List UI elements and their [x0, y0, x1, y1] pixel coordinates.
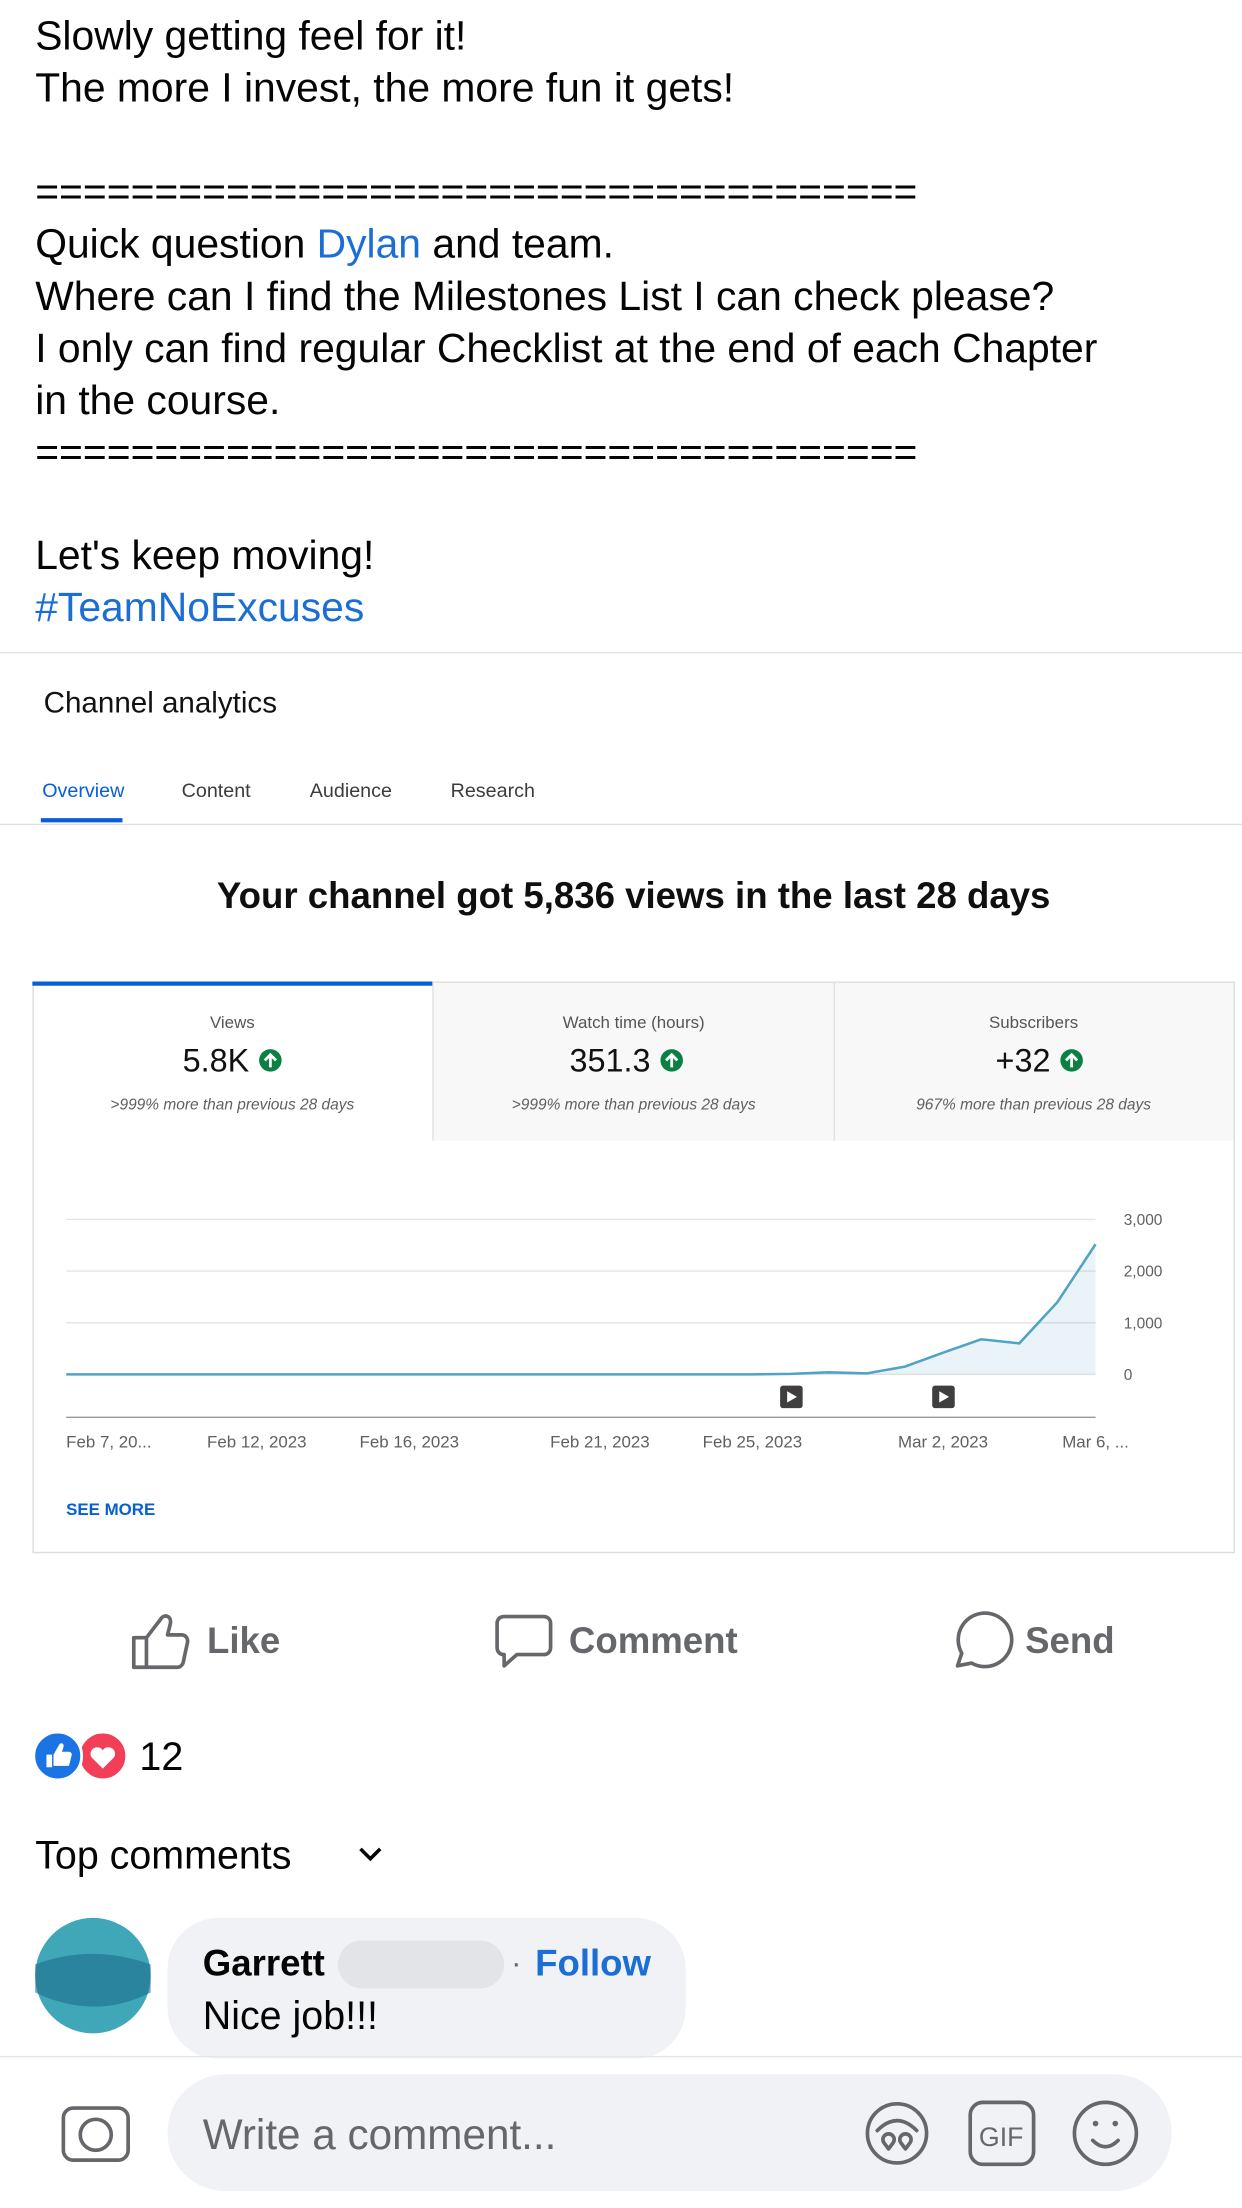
post-line: The more I invest, the more fun it gets! [35, 64, 734, 110]
metric-value: 351.3 [570, 1043, 651, 1079]
avatar-sticker-button[interactable] [865, 2101, 929, 2165]
separator: ===================================== [35, 429, 917, 475]
y-tick-label: 2,000 [1124, 1264, 1163, 1281]
smile [1090, 2138, 1120, 2149]
comment-text: Nice job!!! [203, 1994, 378, 2038]
comment-input[interactable] [167, 2074, 1172, 2192]
tab: Audience [310, 780, 392, 802]
emoji-icon [1072, 2100, 1139, 2167]
line [66, 1243, 1097, 1376]
gif-icon [968, 2100, 1036, 2167]
tab-indicator [40, 818, 123, 823]
y-tick-label: 1,000 [1124, 1315, 1163, 1332]
gif-label: GIF [979, 2122, 1024, 2152]
emoji-button[interactable] [1072, 2100, 1139, 2167]
comment-author[interactable]: Garrett [203, 1943, 325, 1984]
text: Quick question [35, 221, 316, 267]
sticker-icon [865, 2101, 929, 2165]
separator-dot: · [511, 1945, 521, 1980]
action-label: Comment [569, 1620, 738, 1661]
eye [1092, 2120, 1099, 2127]
post-line: Where can I find the Milestones List I c… [35, 273, 1054, 319]
metric-value: +32 [996, 1043, 1051, 1079]
chart: 0 1,000 2,000 3,000 Feb 7, 20... Feb 12, 2023… [66, 1212, 1163, 1452]
chevron [359, 1847, 382, 1862]
camera-icon [61, 2106, 130, 2162]
card-title: Channel analytics [44, 687, 277, 720]
up-arrow [665, 1052, 679, 1068]
metric-label: Watch time (hours) [563, 1013, 705, 1032]
action-label: Like [207, 1620, 280, 1661]
comment-button[interactable]: Comment [495, 1614, 738, 1668]
thumb [46, 1743, 72, 1768]
placeholder: Write a comment... [203, 2111, 557, 2158]
section-title[interactable]: Top comments [35, 1834, 291, 1878]
headline: Your channel got 5,836 views in the last… [217, 875, 1051, 916]
post-line: Let's keep moving! [35, 532, 374, 578]
x-tick-label: Feb 25, 2023 [703, 1433, 802, 1452]
gif-button[interactable]: GIF [968, 2100, 1036, 2167]
camera-lens [78, 2117, 114, 2153]
metric-value: 5.8K [183, 1043, 250, 1079]
x-tick-label: Feb 7, 20... [66, 1433, 151, 1452]
metric-change: >999% more than previous 28 days [110, 1097, 354, 1114]
x-tick-label: Feb 16, 2023 [360, 1433, 459, 1452]
redacted [337, 1940, 505, 1989]
x-tick-label: Mar 2, 2023 [898, 1433, 988, 1452]
avatar-detail [35, 1953, 151, 2007]
analytics-card: Channel analytics Overview Content Audie… [0, 687, 1242, 1554]
area [66, 1244, 1096, 1375]
metric-change: >999% more than previous 28 days [512, 1097, 756, 1114]
separator: ===================================== [35, 169, 917, 215]
sticker-detail [875, 2118, 919, 2151]
y-tick-label: 3,000 [1124, 1212, 1163, 1229]
tab: Research [451, 780, 535, 802]
up-arrow [1064, 1052, 1079, 1068]
post-line: Quick question Dylan and team. [35, 221, 614, 267]
metrics: Views 5.8K >999% more than previous 28 day… [110, 1013, 1151, 1114]
x-tick-label: Mar 6, ... [1062, 1433, 1129, 1452]
metric-label: Subscribers [989, 1013, 1078, 1032]
video-play [787, 1391, 798, 1403]
follow-button[interactable]: Follow [535, 1943, 651, 1984]
send-icon [955, 1611, 1014, 1669]
post-line: Slowly getting feel for it! [35, 12, 466, 58]
comment-icon [495, 1614, 553, 1668]
send-button[interactable]: Send [955, 1611, 1115, 1669]
x-tick-label: Feb 12, 2023 [207, 1433, 306, 1452]
up-arrow [263, 1052, 277, 1068]
text: and team. [421, 221, 614, 267]
camera-button[interactable] [61, 2106, 130, 2162]
metric-change: 967% more than previous 28 days [916, 1097, 1151, 1114]
x-tick-label: Feb 21, 2023 [550, 1433, 649, 1452]
action-label: Send [1025, 1620, 1115, 1661]
post-line: in the course. [35, 377, 280, 423]
like-icon [131, 1614, 190, 1670]
metric-tab-indicator [32, 981, 433, 986]
mention[interactable]: Dylan [317, 221, 421, 267]
reaction-count[interactable]: 12 [139, 1735, 183, 1779]
see-more[interactable]: SEE MORE [66, 1500, 155, 1519]
metric-label: Views [210, 1013, 255, 1032]
hashtag[interactable]: #TeamNoExcuses [35, 584, 364, 630]
heart [90, 1747, 116, 1769]
tab: Content [182, 780, 252, 802]
eye [1112, 2120, 1119, 2127]
like-button[interactable]: Like [131, 1614, 280, 1670]
y-tick-label: 0 [1124, 1367, 1133, 1384]
video-play [939, 1391, 950, 1403]
tab: Overview [42, 780, 125, 802]
post-line: I only can find regular Checklist at the… [35, 325, 1097, 371]
